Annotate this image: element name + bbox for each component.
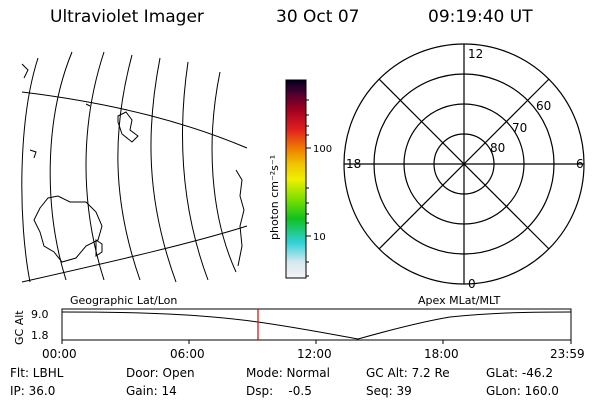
geographic-panel-label: Geographic Lat/Lon <box>70 294 177 307</box>
glat-info: GLat: -46.2 <box>486 366 553 380</box>
mlt-label-18: 18 <box>346 157 361 171</box>
mlt-label-6: 6 <box>576 157 584 171</box>
map-longitude-arc <box>117 54 141 281</box>
map-longitude-arc <box>182 61 209 281</box>
map-latitude-line <box>21 225 248 283</box>
orbit-x-tick: 06:00 <box>170 347 205 361</box>
map-latitude-line <box>21 91 248 149</box>
mlat-label-80: 80 <box>490 141 505 155</box>
map-longitude-arc <box>21 57 39 283</box>
gain-info: Gain: 14 <box>126 384 177 398</box>
coastline <box>95 239 103 257</box>
glon-info: GLon: 160.0 <box>486 384 559 398</box>
colorbar-units-label: photon cm⁻²s⁻¹ <box>268 155 281 240</box>
orbit-axis-label: GC Alt <box>13 310 26 345</box>
gc-alt-info: GC Alt: 7.2 Re <box>366 366 450 380</box>
polar-plot <box>343 43 585 285</box>
mode-info: Mode: Normal <box>246 366 330 380</box>
coastline <box>33 195 103 263</box>
ip-info: IP: 36.0 <box>10 384 56 398</box>
geographic-map <box>21 51 248 283</box>
altitude-curve <box>61 311 572 340</box>
map-longitude-arc <box>49 51 73 281</box>
orbit-x-tick: 00:00 <box>42 347 77 361</box>
seq-info: Seq: 39 <box>366 384 412 398</box>
apex-panel-label: Apex MLat/MLT <box>418 294 501 307</box>
coastline <box>21 63 29 79</box>
color-bar-gradient <box>285 79 307 279</box>
colorbar-tick-10: 10 <box>313 232 326 243</box>
filter-info: Flt: LBHL <box>10 366 64 380</box>
instrument-title: Ultraviolet Imager <box>50 7 204 27</box>
map-longitude-arc <box>150 57 177 283</box>
orbit-x-tick: 12:00 <box>297 347 332 361</box>
mlt-diag <box>378 78 550 250</box>
orbit-y-tick-9: 9.0 <box>31 308 49 321</box>
coastline <box>29 149 37 159</box>
mlat-label-70: 70 <box>512 121 527 135</box>
date-label: 30 Oct 07 <box>276 7 360 27</box>
dsp-info: Dsp: -0.5 <box>246 384 312 398</box>
mlt-label-0: 0 <box>468 277 476 291</box>
orbit-x-tick: 23:59 <box>550 347 585 361</box>
door-info: Door: Open <box>126 366 195 380</box>
coastline <box>117 111 139 143</box>
coastline <box>235 169 245 267</box>
time-label: 09:19:40 UT <box>428 7 533 27</box>
colorbar-tick-100: 100 <box>313 144 332 155</box>
orbit-strip: GC Alt 9.0 1.8 00:00 06:00 12:00 18:00 2… <box>13 308 585 361</box>
orbit-y-tick-1-8: 1.8 <box>31 329 49 342</box>
color-bar: 100 10 photon cm⁻²s⁻¹ <box>268 79 332 279</box>
map-longitude-arc <box>211 71 237 273</box>
orbit-x-tick: 18:00 <box>424 347 459 361</box>
mlt-label-12: 12 <box>468 47 483 61</box>
coastline <box>85 103 91 107</box>
mlat-label-60: 60 <box>536 99 551 113</box>
map-longitude-arc <box>85 51 105 281</box>
